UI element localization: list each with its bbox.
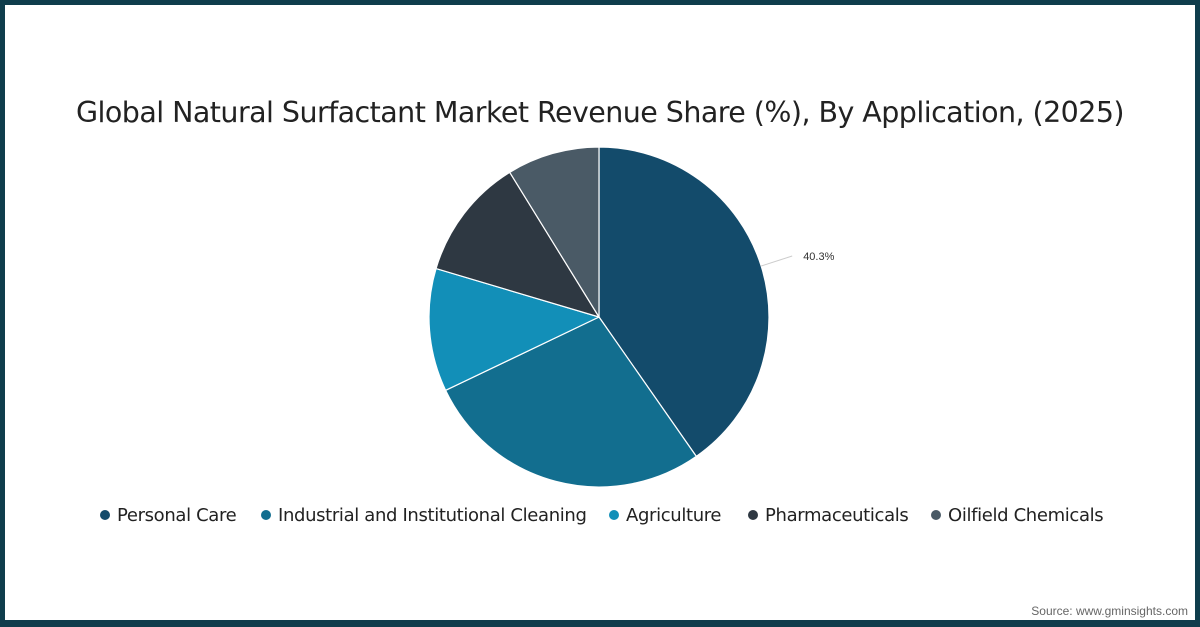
chart-title: Global Natural Surfactant Market Revenue… xyxy=(76,96,1125,129)
legend-label: Oilfield Chemicals xyxy=(948,504,1104,526)
legend-item-oilfield-chemicals[interactable]: Oilfield Chemicals xyxy=(931,503,1104,527)
legend-dot-icon xyxy=(100,510,110,520)
data-label-personal-care: 40.3% xyxy=(803,251,834,263)
legend-dot-icon xyxy=(609,510,619,520)
pie-slice-agriculture[interactable] xyxy=(428,267,600,391)
legend-dot-icon xyxy=(261,510,271,520)
legend-item-industrial-cleaning[interactable]: Industrial and Institutional Cleaning xyxy=(261,503,587,527)
legend-item-agriculture[interactable]: Agriculture xyxy=(609,503,722,527)
legend-label: Pharmaceuticals xyxy=(765,504,909,526)
legend-label: Personal Care xyxy=(117,504,237,526)
pie-slice-oilfield-chemicals[interactable] xyxy=(509,146,600,318)
legend-label: Agriculture xyxy=(626,504,722,526)
data-label-leader-line xyxy=(761,255,793,267)
pie-slice-personal-care[interactable] xyxy=(598,146,770,457)
legend-dot-icon xyxy=(931,510,941,520)
legend-item-pharmaceuticals[interactable]: Pharmaceuticals xyxy=(748,503,909,527)
legend-label: Industrial and Institutional Cleaning xyxy=(278,504,587,526)
pie-slices xyxy=(428,146,770,488)
legend-dot-icon xyxy=(748,510,758,520)
source-credit: Source: www.gminsights.com xyxy=(1031,604,1188,618)
legend-item-personal-care[interactable]: Personal Care xyxy=(100,503,237,527)
pie-slice-pharmaceuticals[interactable] xyxy=(435,171,600,318)
pie-slice-industrial-and-institutional-cleaning[interactable] xyxy=(445,316,697,488)
